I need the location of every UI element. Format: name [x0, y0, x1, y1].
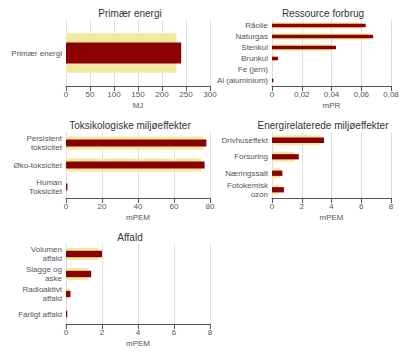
svg-text:toksicitet: toksicitet: [31, 143, 63, 152]
svg-text:Toksikologiske miljøeffekter: Toksikologiske miljøeffekter: [69, 120, 191, 131]
svg-text:Forsuring: Forsuring: [234, 152, 268, 161]
svg-text:Øko-toksicitet: Øko-toksicitet: [14, 161, 63, 170]
svg-text:6: 6: [359, 202, 364, 211]
svg-text:150: 150: [131, 90, 145, 99]
svg-text:50: 50: [86, 90, 95, 99]
svg-text:0: 0: [64, 328, 69, 337]
svg-text:Human: Human: [36, 178, 62, 187]
svg-text:ozon: ozon: [251, 190, 268, 199]
svg-text:20: 20: [98, 202, 107, 211]
svg-text:mPEM: mPEM: [126, 213, 150, 222]
svg-text:0: 0: [270, 202, 275, 211]
svg-text:affald: affald: [43, 254, 62, 263]
svg-text:300: 300: [203, 90, 217, 99]
svg-text:Farligt affald: Farligt affald: [18, 310, 62, 319]
svg-text:Volumen: Volumen: [31, 245, 62, 254]
svg-text:Drivhuseffekt: Drivhuseffekt: [221, 136, 268, 145]
svg-text:Naturgas: Naturgas: [236, 32, 268, 41]
svg-text:80: 80: [206, 202, 215, 211]
svg-text:Persistent: Persistent: [26, 134, 62, 143]
svg-text:Slagge og: Slagge og: [26, 265, 62, 274]
svg-text:Næringssalt: Næringssalt: [225, 169, 268, 178]
svg-text:Primær energi: Primær energi: [98, 8, 161, 19]
svg-text:100: 100: [107, 90, 121, 99]
svg-text:40: 40: [134, 202, 143, 211]
svg-text:4: 4: [136, 328, 141, 337]
svg-text:Radioaktivt: Radioaktivt: [22, 285, 62, 294]
svg-text:Brunkul: Brunkul: [241, 54, 268, 63]
svg-text:Al (aluminium): Al (aluminium): [217, 76, 268, 85]
svg-text:6: 6: [172, 328, 177, 337]
svg-text:Affald: Affald: [117, 232, 142, 243]
svg-text:affald: affald: [43, 294, 62, 303]
svg-text:MJ: MJ: [133, 101, 144, 110]
svg-text:0,02: 0,02: [294, 90, 310, 99]
svg-text:mPEM: mPEM: [320, 213, 344, 222]
svg-text:Fotokemisk: Fotokemisk: [227, 181, 269, 190]
svg-text:0,04: 0,04: [324, 90, 340, 99]
svg-text:0: 0: [64, 202, 69, 211]
svg-text:0: 0: [270, 90, 275, 99]
svg-text:8: 8: [208, 328, 213, 337]
svg-text:Stenkul: Stenkul: [241, 43, 268, 52]
svg-text:mPEM: mPEM: [126, 339, 150, 348]
svg-text:0,06: 0,06: [353, 90, 369, 99]
svg-text:2: 2: [300, 202, 305, 211]
svg-text:Energirelaterede miljøeffekter: Energirelaterede miljøeffekter: [258, 120, 390, 131]
svg-text:8: 8: [389, 202, 394, 211]
svg-text:Råolie: Råolie: [245, 21, 268, 30]
svg-text:Ressource forbrug: Ressource forbrug: [282, 8, 364, 19]
svg-text:60: 60: [170, 202, 179, 211]
svg-text:Fe (jern): Fe (jern): [238, 65, 269, 74]
svg-text:0: 0: [64, 90, 69, 99]
svg-text:4: 4: [329, 202, 334, 211]
svg-text:0,08: 0,08: [383, 90, 399, 99]
svg-text:aske: aske: [45, 274, 62, 283]
svg-text:200: 200: [155, 90, 169, 99]
svg-text:Toksicitet: Toksicitet: [29, 187, 63, 196]
svg-text:Primær energi: Primær energi: [11, 49, 62, 58]
svg-text:2: 2: [100, 328, 105, 337]
svg-text:250: 250: [179, 90, 193, 99]
svg-text:mPR: mPR: [323, 101, 341, 110]
